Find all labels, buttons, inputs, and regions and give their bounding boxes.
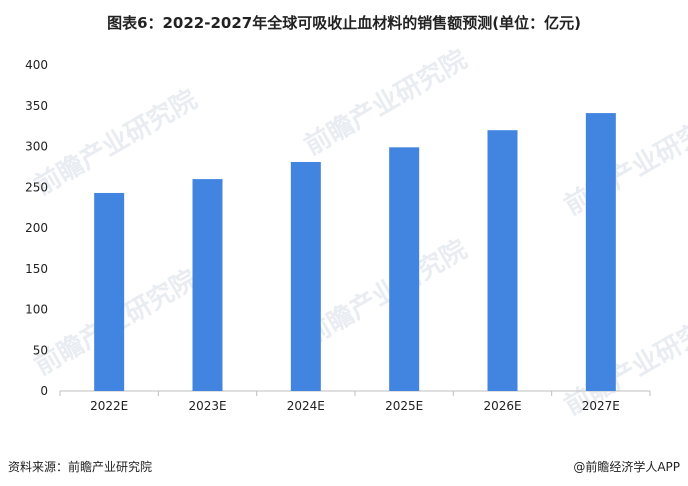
x-tick-label: 2025E [385, 399, 423, 413]
y-tick-label: 100 [25, 303, 48, 317]
y-tick-label: 400 [25, 58, 48, 72]
chart-title: 图表6：2022-2027年全球可吸收止血材料的销售额预测(单位：亿元) [107, 14, 581, 32]
y-tick-label: 250 [25, 180, 48, 194]
bar-2026E [487, 130, 518, 391]
bar-2022E [94, 192, 125, 391]
x-tick-label: 2023E [188, 399, 226, 413]
bar-2023E [192, 179, 223, 391]
watermark: 前瞻产业研究院 [559, 104, 688, 222]
y-tick-label: 50 [33, 343, 48, 357]
source-note: 资料来源：前瞻产业研究院 [8, 460, 153, 474]
y-tick-label: 150 [25, 262, 48, 276]
x-tick-label: 2026E [483, 399, 521, 413]
watermark: 前瞻产业研究院 [29, 84, 202, 202]
y-tick-label: 0 [40, 384, 48, 398]
watermark: 前瞻产业研究院 [299, 44, 472, 162]
bar-2025E [389, 147, 420, 391]
watermark: 前瞻产业研究院 [559, 304, 688, 422]
bar-2024E [290, 161, 321, 391]
x-tick-label: 2022E [90, 399, 128, 413]
brand-credit: @前瞻经济学人APP [573, 460, 680, 474]
y-tick-label: 300 [25, 140, 48, 154]
watermark: 前瞻产业研究院 [299, 234, 472, 352]
bar-2027E [585, 113, 616, 392]
y-tick-label: 200 [25, 221, 48, 235]
x-tick-label: 2027E [582, 399, 620, 413]
y-tick-label: 350 [25, 99, 48, 113]
x-tick-label: 2024E [287, 399, 325, 413]
